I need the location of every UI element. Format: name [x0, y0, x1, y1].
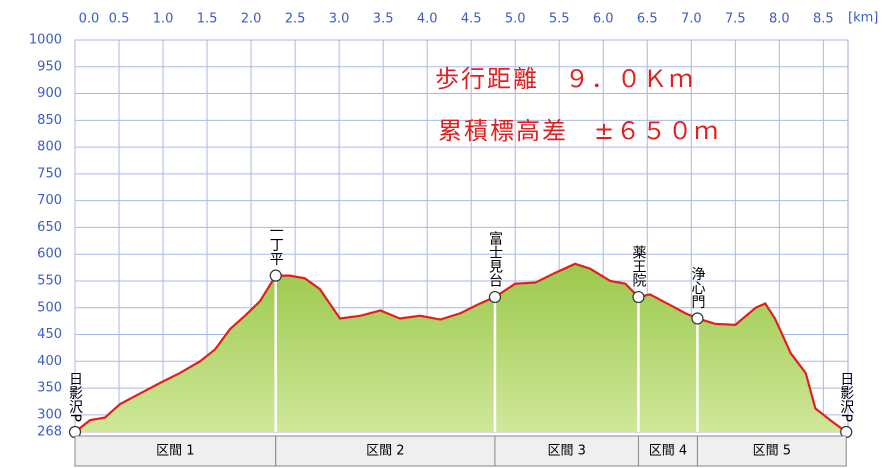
- y-tick-label: 700: [37, 193, 62, 208]
- y-tick-label: 550: [37, 273, 62, 288]
- waypoint-marker: [269, 269, 282, 282]
- y-tick-label: 268: [37, 425, 62, 440]
- waypoint-label: 富士見台: [487, 230, 503, 287]
- y-tick-label: 300: [37, 407, 62, 422]
- waypoint-marker: [488, 290, 502, 304]
- elevation-line: [74, 262, 847, 433]
- x-tick-label: 4.5: [461, 12, 482, 27]
- section-label: 区間 4: [649, 444, 687, 459]
- section-label: 区間 2: [366, 444, 404, 459]
- x-tick-label: 6.5: [637, 12, 658, 27]
- x-tick-label: 5.5: [549, 12, 570, 27]
- x-tick-label: 2.5: [285, 12, 306, 27]
- x-tick-label: 0.0: [79, 12, 100, 27]
- annotation: 歩行距離 ９．０Ｋｍ: [435, 65, 695, 93]
- y-tick-label: 600: [37, 247, 62, 262]
- x-tick-label: 1.0: [153, 12, 174, 27]
- y-tick-label: 750: [37, 166, 62, 181]
- section-label: 区間 3: [548, 444, 586, 459]
- section-box: [637, 435, 698, 467]
- y-tick-label: 650: [37, 220, 62, 235]
- annotation: 累積標高差 ±６５０ｍ: [438, 117, 720, 145]
- x-tick-label: 8.0: [769, 12, 790, 27]
- y-tick-label: 800: [37, 140, 62, 155]
- section-box: [275, 435, 496, 467]
- y-tick-label: 850: [37, 113, 62, 128]
- section-box: [696, 435, 847, 467]
- waypoint-label: 薬王院: [630, 245, 646, 288]
- x-tick-label: 1.5: [197, 12, 218, 27]
- elevation-area: [75, 263, 847, 432]
- waypoint-label: 日影沢P: [67, 372, 83, 422]
- y-tick-label: 450: [37, 327, 62, 342]
- waypoint-marker: [632, 290, 645, 304]
- x-tick-label: 3.5: [373, 12, 394, 27]
- section-label: 区間 5: [753, 444, 791, 459]
- y-tick-label: 350: [37, 381, 62, 396]
- x-tick-label: 4.0: [417, 12, 438, 27]
- x-tick-label: 6.0: [593, 12, 614, 27]
- x-tick-label: 3.0: [329, 12, 350, 27]
- x-tick-label: 2.0: [241, 12, 262, 27]
- y-tick-label: 1000: [29, 33, 62, 48]
- y-tick-label: 400: [37, 354, 62, 369]
- waypoint-label: 一丁平: [268, 224, 284, 266]
- y-tick-label: 500: [37, 300, 62, 315]
- x-tick-label: 7.5: [725, 12, 746, 27]
- x-axis-unit: [km]: [848, 11, 878, 26]
- waypoint-marker: [691, 312, 704, 325]
- section-label: 区間 1: [156, 444, 194, 459]
- y-tick-label: 900: [37, 86, 62, 101]
- x-tick-label: 8.5: [813, 12, 834, 27]
- x-tick-label: 7.0: [681, 12, 702, 27]
- y-tick-label: 950: [37, 59, 62, 74]
- waypoint-label: 浄心門: [689, 266, 705, 309]
- x-tick-label: 5.0: [505, 12, 526, 27]
- waypoint-label: 日影沢P: [838, 372, 854, 422]
- section-box: [74, 435, 277, 467]
- x-tick-label: 0.5: [109, 12, 130, 27]
